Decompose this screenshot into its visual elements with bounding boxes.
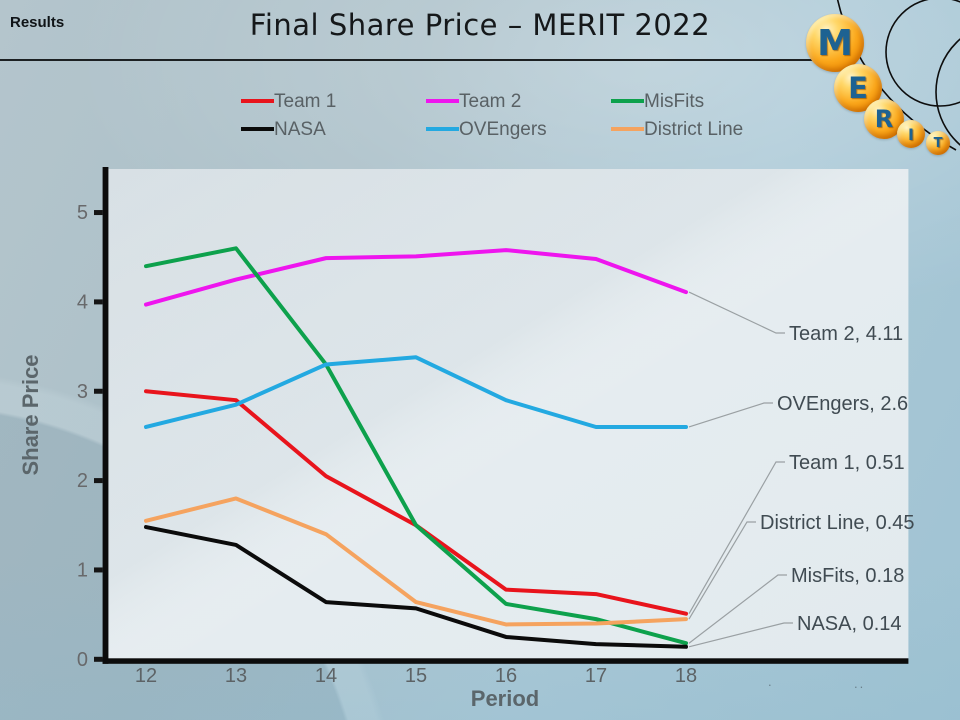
merit-logo: M E R I T <box>760 0 960 175</box>
legend-swatch <box>241 127 274 131</box>
y-tick-label: 2 <box>77 470 88 492</box>
x-tick-label: 13 <box>225 665 247 687</box>
legend-swatch <box>426 99 459 103</box>
end-label-nasa: NASA, 0.14 <box>797 613 902 635</box>
end-label-ovengers: OVEngers, 2.6 <box>777 393 908 415</box>
results-label: Results <box>10 14 65 31</box>
y-axis-line <box>102 167 109 664</box>
page-title: Final Share Price – MERIT 2022 <box>249 8 711 42</box>
x-tick-label: 12 <box>135 665 157 687</box>
legend-label: OVEngers <box>459 118 547 140</box>
legend-label: District Line <box>644 118 744 140</box>
series-line-team-2 <box>144 248 688 307</box>
legend-swatch <box>611 99 644 103</box>
logo-ball-m: M <box>806 14 864 72</box>
leader-line-nasa <box>688 622 793 648</box>
end-label-misfits: MisFits, 0.18 <box>791 565 904 587</box>
legend-label: Team 1 <box>274 90 337 112</box>
y-tick <box>94 388 103 394</box>
y-tick <box>94 210 103 216</box>
y-tick <box>94 656 103 662</box>
legend-swatch <box>611 127 644 131</box>
y-tick <box>94 299 103 305</box>
legend-item-ovengers: OVEngers <box>426 120 611 139</box>
x-tick-label: 14 <box>315 665 337 687</box>
leader-line-team-2 <box>688 291 785 334</box>
x-tick-label: 15 <box>405 665 427 687</box>
chart-legend: Team 1 Team 2 MisFits NASA OVEngers District … <box>241 87 821 143</box>
logo-letter: M <box>817 22 853 64</box>
legend-label: Team 2 <box>459 90 522 112</box>
series-line-ovengers <box>144 355 688 429</box>
leader-line-ovengers <box>688 402 773 428</box>
legend-item-nasa: NASA <box>241 120 426 139</box>
series-line-nasa <box>144 525 688 649</box>
header-divider <box>0 59 818 61</box>
y-tick <box>94 478 103 484</box>
y-tick-label: 4 <box>77 291 88 313</box>
y-tick-label: 0 <box>77 649 88 671</box>
legend-swatch <box>426 127 459 131</box>
legend-item-team-1: Team 1 <box>241 92 426 111</box>
series-line-district-line <box>144 496 688 627</box>
footnote-mark: . <box>768 674 774 689</box>
legend-label: NASA <box>274 118 326 140</box>
logo-letter: E <box>848 71 868 105</box>
logo-letter: T <box>933 135 943 151</box>
end-label-team-1: Team 1, 0.51 <box>789 452 905 474</box>
legend-item-misfits: MisFits <box>611 92 821 111</box>
y-tick-label: 3 <box>77 381 88 403</box>
leader-line-team-1 <box>688 461 785 615</box>
y-tick-label: 1 <box>77 559 88 581</box>
legend-item-district-line: District Line <box>611 120 821 139</box>
leader-line-misfits <box>688 574 787 644</box>
y-tick <box>94 567 103 573</box>
legend-swatch <box>241 99 274 103</box>
footnote-mark: .. <box>854 676 866 691</box>
x-tick-label: 17 <box>585 665 607 687</box>
end-label-team-2: Team 2, 4.11 <box>789 323 903 345</box>
x-axis-title: Period <box>470 686 540 711</box>
end-label-district-line: District Line, 0.45 <box>760 512 915 534</box>
logo-ball-r: R <box>864 99 904 139</box>
legend-item-team-2: Team 2 <box>426 92 611 111</box>
legend-label: MisFits <box>644 90 705 112</box>
y-tick-label: 5 <box>77 202 88 224</box>
x-tick-label: 16 <box>495 665 517 687</box>
x-tick-label: 18 <box>675 665 697 687</box>
logo-letter: R <box>874 105 894 133</box>
leader-line-district-line <box>688 521 756 620</box>
x-axis-line <box>102 658 909 664</box>
logo-ball-i: I <box>897 120 925 148</box>
series-line-misfits <box>144 246 688 646</box>
logo-letter: I <box>908 124 914 144</box>
logo-ball-t: T <box>926 131 950 155</box>
